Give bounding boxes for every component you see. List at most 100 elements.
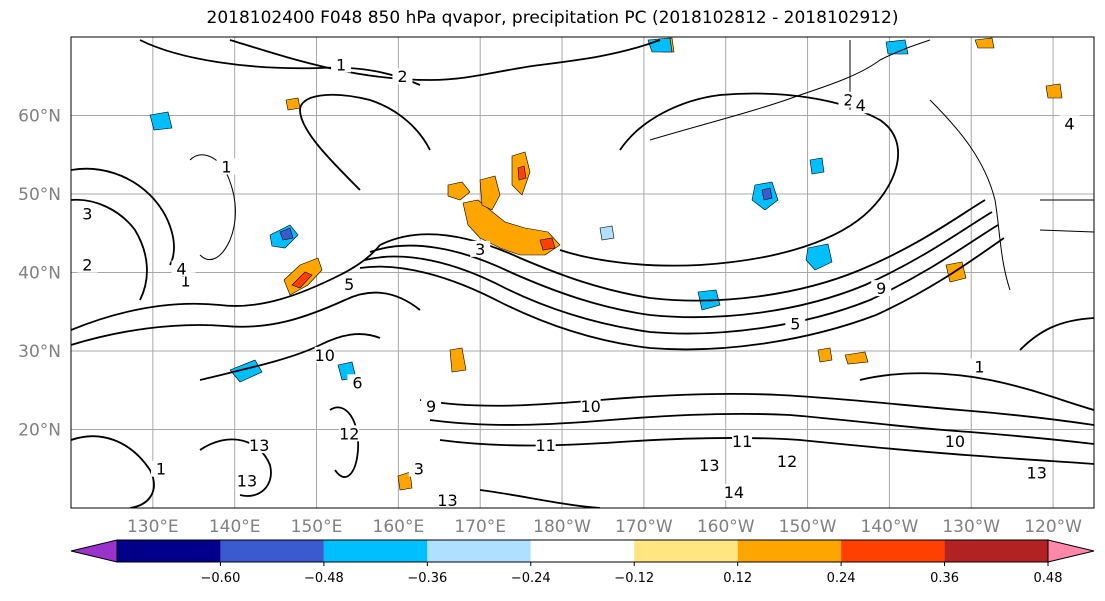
precip-positive-region [974,37,995,49]
contour-label: 10 [581,397,601,416]
colorbar-bin [220,540,324,562]
contour-line [369,211,993,319]
latitude-label: 60°N [18,107,61,127]
precip-strong-region [517,165,527,181]
contour-label-bg [339,425,360,442]
colorbar-tick-label: −0.12 [614,571,654,586]
longitude-label: 140°E [209,517,261,537]
colorbar: −0.60 −0.48 −0.36 −0.24 −0.12 0.12 0.24 0.36 0.4… [70,539,1095,586]
contour-label-bg [723,484,744,501]
contour-label-bg [171,260,192,277]
colorbar-extend-min [70,539,118,563]
latitude-label: 20°N [18,421,61,441]
contour-label: 13 [237,471,257,490]
contour-label-bg [580,397,601,414]
contour-label-bg [871,280,892,297]
contour-label: 12 [777,452,797,471]
contour-label: 13 [437,491,457,510]
precip-positive-region [285,97,301,111]
contour-line [299,93,431,191]
contour-line [71,435,155,508]
colorbar-bin [323,540,428,562]
colorbar-tick-label: 0.48 [1034,571,1063,586]
latitude-label: 50°N [18,185,61,205]
contour-label: 1 [180,271,190,290]
contour-line [329,406,359,478]
longitude-label: 130°W [942,517,1000,537]
contour-label: 1 [221,157,231,176]
contour-label: 4 [1064,114,1074,133]
longitude-label: 150°W [779,517,837,537]
contour-label: 9 [426,397,436,416]
precip-positive-region [844,351,869,365]
contour-label-bg [408,460,429,477]
contour-label-bg [850,97,871,114]
colorbar-bin [530,540,635,562]
contour-line [1019,317,1094,351]
contour-line [199,333,381,381]
precip-negative-region [805,243,833,271]
longitude-label: 160°W [697,517,755,537]
contour-label: 1 [156,460,166,479]
precip-negative-region [279,227,294,241]
contour-label: 5 [344,275,354,294]
contour-label: 3 [82,205,92,224]
colorbar-bin [427,540,531,562]
longitude-label: 120°W [1024,517,1082,537]
gridlines [71,37,1094,508]
contour-label-bg [944,433,965,450]
colorbar-tick-label: 0.36 [930,571,959,586]
contour-label: 2 [843,91,853,110]
contour-line [71,167,175,266]
precip-negative-region [599,225,615,241]
contour-line [439,436,1094,465]
contour-label: 1 [974,358,984,377]
colorbar-tick-label: −0.48 [304,571,344,586]
longitude-label: 180°W [533,517,591,537]
contour-label-bg [236,472,257,489]
contour-label-bg [699,456,720,473]
contour-label: 3 [414,460,424,479]
precip-positive-region [449,347,467,373]
contour-line [419,392,1094,426]
longitude-label: 140°W [861,517,919,537]
longitude-label: 170°W [615,517,673,537]
contour-label-bg [392,68,413,85]
map-frame [70,36,1095,509]
contour-line [199,438,272,497]
precip-positive-region [945,261,967,283]
contour-label-bg [77,205,98,222]
contour-label: 2 [82,256,92,275]
colorbar-tick-label: 0.24 [827,571,856,586]
contour-label-bg [216,158,237,175]
longitude-label: 150°E [291,517,343,537]
contour-label-bg [347,374,368,391]
contour-label: 13 [699,456,719,475]
contour-line [229,39,661,81]
contour-label-bg [331,56,352,73]
precip-positive-region [479,175,501,211]
contour-label: 14 [724,483,744,502]
contour-label-bg [1026,464,1047,481]
contour-label-bg [732,433,753,450]
contour-label: 10 [315,346,335,365]
contour-line [71,291,421,346]
contour-label: 13 [1027,464,1047,483]
longitude-label: 160°E [373,517,425,537]
contour-line [359,237,1005,351]
coastline [189,154,236,260]
contour-line [859,372,1094,411]
contour-label-bg [339,276,360,293]
contour-label: 5 [790,314,800,333]
coastline [649,39,931,141]
contour-line [71,198,148,301]
colorbar-tick-label: −0.24 [511,571,551,586]
precip-negative-region [809,157,825,175]
colorbar-tick-label: −0.60 [201,571,241,586]
colorbar-extend-max [1047,539,1095,563]
contour-label: 2 [397,67,407,86]
longitude-labels: 130°E 140°E 150°E 160°E 170°E 180°W 170°W 160°W… [127,517,1082,537]
contour-label: 1 [336,55,346,74]
